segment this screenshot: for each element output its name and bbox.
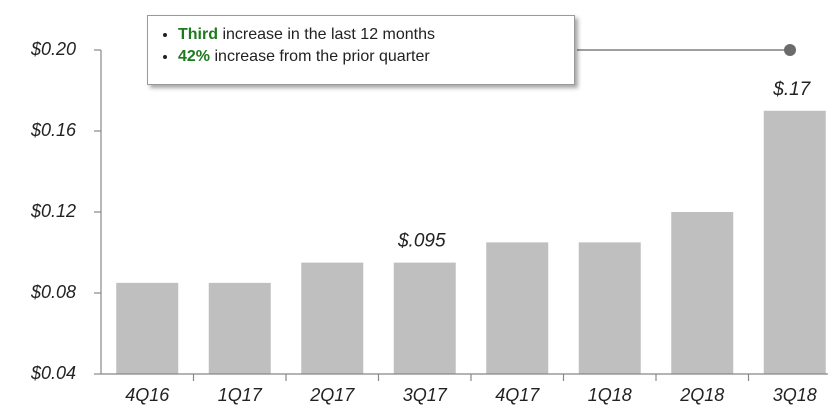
annotation-text: increase in the last 12 months	[222, 26, 436, 43]
annotation-item: 42% increase from the prior quarter	[178, 46, 574, 68]
x-tick-label: 4Q16	[125, 385, 170, 405]
x-tick-label: 1Q18	[588, 385, 632, 405]
bar	[671, 212, 734, 374]
value-label: $.17	[772, 79, 811, 100]
x-tick-label: 2Q17	[309, 385, 355, 405]
annotation-box: Third increase in the last 12 months 42%…	[147, 15, 575, 85]
y-tick-label: $0.08	[30, 282, 76, 302]
bar	[208, 282, 271, 374]
bar	[763, 110, 826, 374]
x-tick-label: 3Q17	[403, 385, 448, 405]
connector-dot	[784, 44, 796, 56]
y-tick-label: $0.04	[30, 363, 76, 383]
annotation-highlight: Third	[178, 26, 218, 43]
x-tick-label: 4Q17	[495, 385, 540, 405]
x-tick-label: 1Q17	[218, 385, 263, 405]
x-tick-label: 3Q18	[773, 385, 817, 405]
bar	[486, 242, 549, 374]
bar	[301, 262, 364, 374]
bar	[116, 282, 179, 374]
annotation-text: increase from the prior quarter	[214, 48, 430, 65]
bar	[393, 262, 456, 374]
value-label: $.095	[397, 231, 446, 252]
annotation-highlight: 42%	[178, 48, 211, 65]
x-tick-label: 2Q18	[679, 385, 724, 405]
annotation-list: Third increase in the last 12 months 42%…	[162, 24, 574, 68]
y-tick-label: $0.16	[30, 120, 77, 140]
y-tick-label: $0.12	[30, 201, 76, 221]
bar	[578, 242, 641, 374]
annotation-item: Third increase in the last 12 months	[178, 24, 574, 46]
y-tick-label: $0.20	[30, 39, 76, 59]
